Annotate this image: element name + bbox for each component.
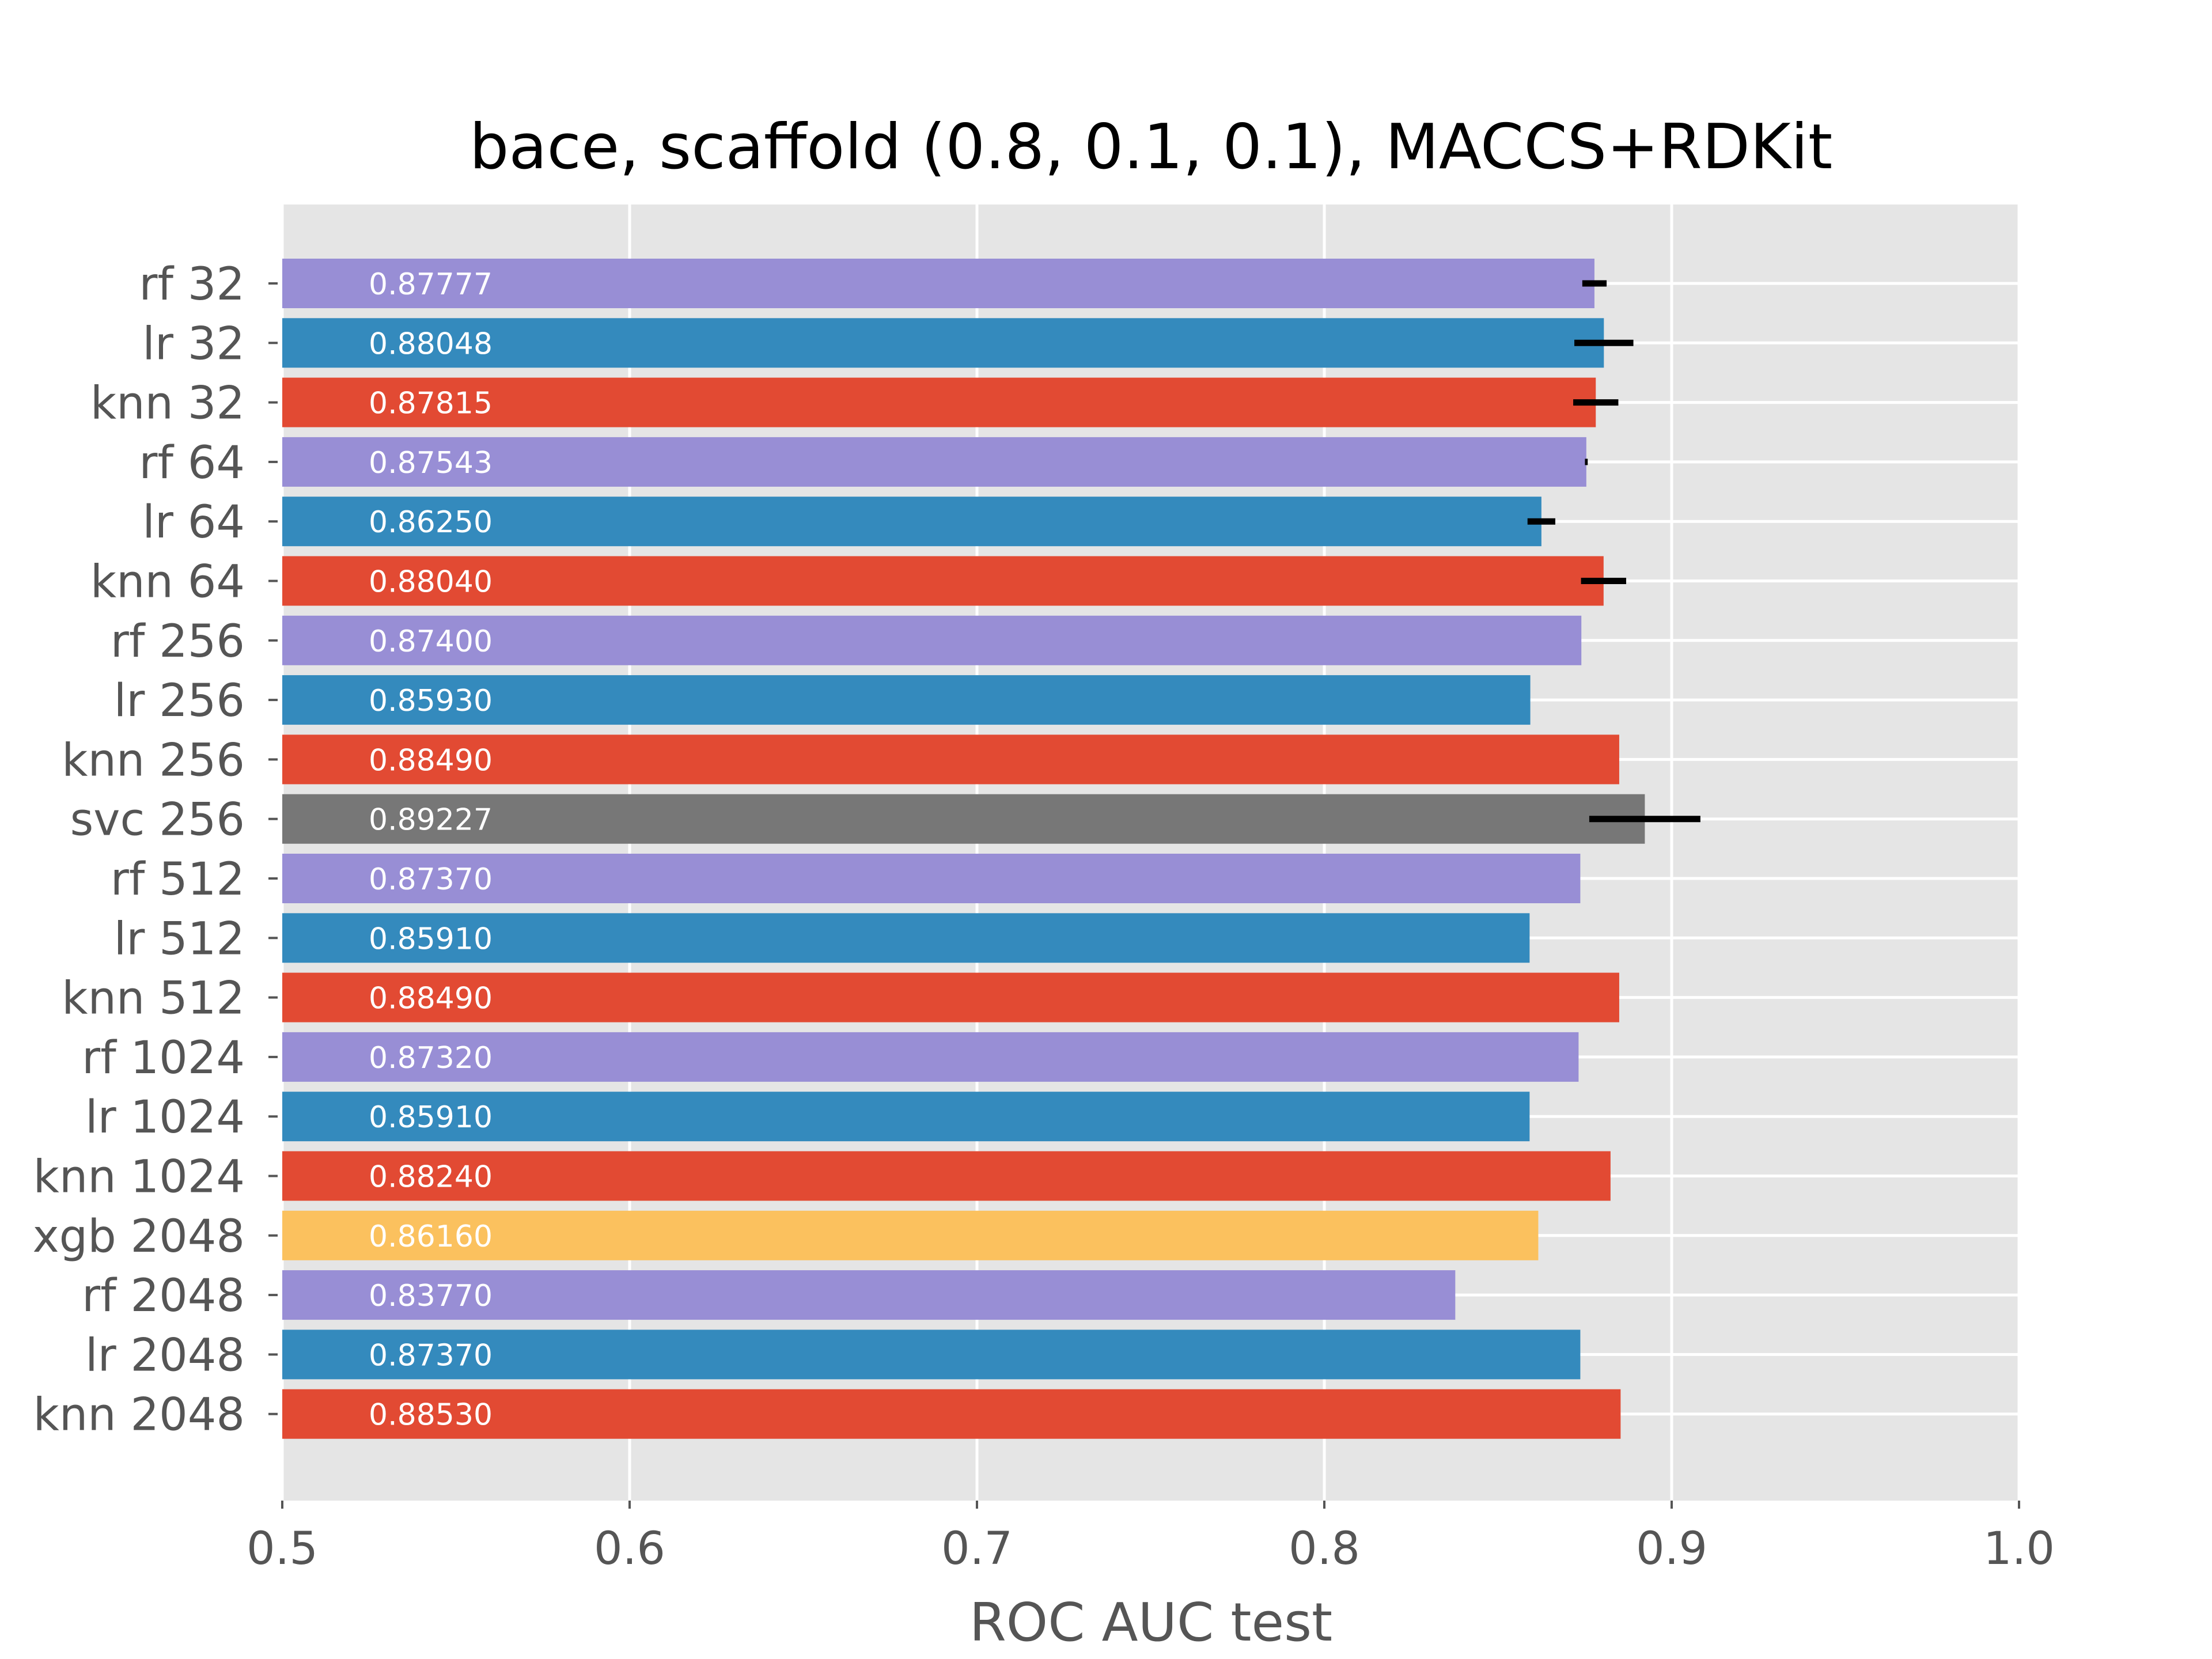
y-tick-label: rf 512	[111, 854, 245, 906]
y-tick-label: rf 1024	[82, 1032, 245, 1084]
axis-ticks: 0.5 0.6 0.7 0.8 0.9 1.0 rf 32 lr 32 knn 32 rf 64 l…	[33, 259, 2055, 1575]
bar-rf-512	[282, 854, 1581, 903]
bar-xgb-2048	[282, 1210, 1539, 1260]
y-tick-label: lr 2048	[85, 1330, 245, 1381]
bar-lr-1024	[282, 1092, 1530, 1142]
bar-lr-32	[282, 318, 1604, 368]
x-tick-label: 0.5	[247, 1523, 318, 1575]
bar-svc-256	[282, 794, 1645, 844]
bar-value-label: 0.87777	[369, 267, 493, 302]
y-tick-label: lr 256	[114, 675, 245, 727]
bar-value-label: 0.88490	[369, 982, 493, 1016]
y-tick-label: knn 32	[90, 378, 245, 430]
bar-rf-1024	[282, 1032, 1579, 1082]
bar-value-label: 0.89227	[369, 803, 493, 838]
y-tick-label: rf 64	[139, 437, 245, 489]
bar-knn-1024	[282, 1151, 1611, 1201]
bar-value-label: 0.88048	[369, 327, 493, 361]
x-tick-label: 0.6	[594, 1523, 665, 1575]
bar-value-label: 0.87320	[369, 1041, 493, 1075]
y-tick-label: rf 256	[111, 616, 245, 668]
bar-knn-512	[282, 972, 1619, 1022]
x-axis-label: ROC AUC test	[969, 1592, 1332, 1653]
y-tick-label: rf 32	[139, 259, 245, 310]
bar-value-label: 0.85930	[369, 684, 493, 718]
bar-value-label: 0.85910	[369, 922, 493, 956]
y-tick-label: lr 1024	[85, 1092, 245, 1143]
bar-value-label: 0.88040	[369, 565, 493, 600]
y-tick-label: lr 32	[142, 318, 245, 370]
y-tick-label: knn 512	[62, 973, 245, 1025]
y-tick-label: knn 2048	[33, 1389, 245, 1441]
bar-value-label: 0.87815	[369, 387, 493, 421]
y-tick-label: lr 64	[142, 497, 245, 548]
bar-rf-64	[282, 437, 1586, 487]
bar-knn-2048	[282, 1389, 1621, 1439]
x-tick-label: 0.9	[1636, 1523, 1707, 1575]
bar-value-label: 0.88530	[369, 1398, 493, 1433]
bar-value-label: 0.88240	[369, 1160, 493, 1195]
bar-value-label: 0.88490	[369, 743, 493, 778]
bar-value-label: 0.86250	[369, 505, 493, 540]
bar-rf-256	[282, 615, 1582, 665]
y-tick-label: xgb 2048	[33, 1211, 245, 1263]
bar-knn-64	[282, 556, 1604, 606]
bar-lr-512	[282, 913, 1530, 963]
x-tick-label: 1.0	[1983, 1523, 2055, 1575]
chart-title: bace, scaffold (0.8, 0.1, 0.1), MACCS+RD…	[469, 111, 1832, 183]
bar-value-label: 0.85910	[369, 1100, 493, 1135]
bar-lr-256	[282, 675, 1531, 725]
bar-value-label: 0.86160	[369, 1219, 493, 1254]
bar-knn-32	[282, 377, 1596, 427]
y-tick-label: svc 256	[70, 794, 245, 846]
bars: 0.87777 0.88048 0.87815 0.87543 0.86250 0.880…	[282, 259, 1700, 1439]
bar-value-label: 0.87400	[369, 624, 493, 659]
bar-rf-32	[282, 259, 1594, 308]
y-tick-label: knn 1024	[33, 1152, 245, 1203]
x-tick-label: 0.8	[1289, 1523, 1360, 1575]
x-tick-label: 0.7	[941, 1523, 1013, 1575]
bar-value-label: 0.87370	[369, 862, 493, 897]
bar-lr-2048	[282, 1330, 1581, 1380]
bar-rf-2048	[282, 1270, 1456, 1320]
bar-lr-64	[282, 497, 1541, 547]
bar-value-label: 0.83770	[369, 1279, 493, 1313]
bar-knn-256	[282, 734, 1619, 785]
bar-value-label: 0.87370	[369, 1338, 493, 1373]
bar-value-label: 0.87543	[369, 446, 493, 480]
y-tick-label: knn 256	[62, 734, 245, 786]
y-tick-label: lr 512	[114, 913, 245, 965]
y-tick-label: rf 2048	[82, 1270, 245, 1322]
y-tick-label: knn 64	[90, 556, 245, 608]
